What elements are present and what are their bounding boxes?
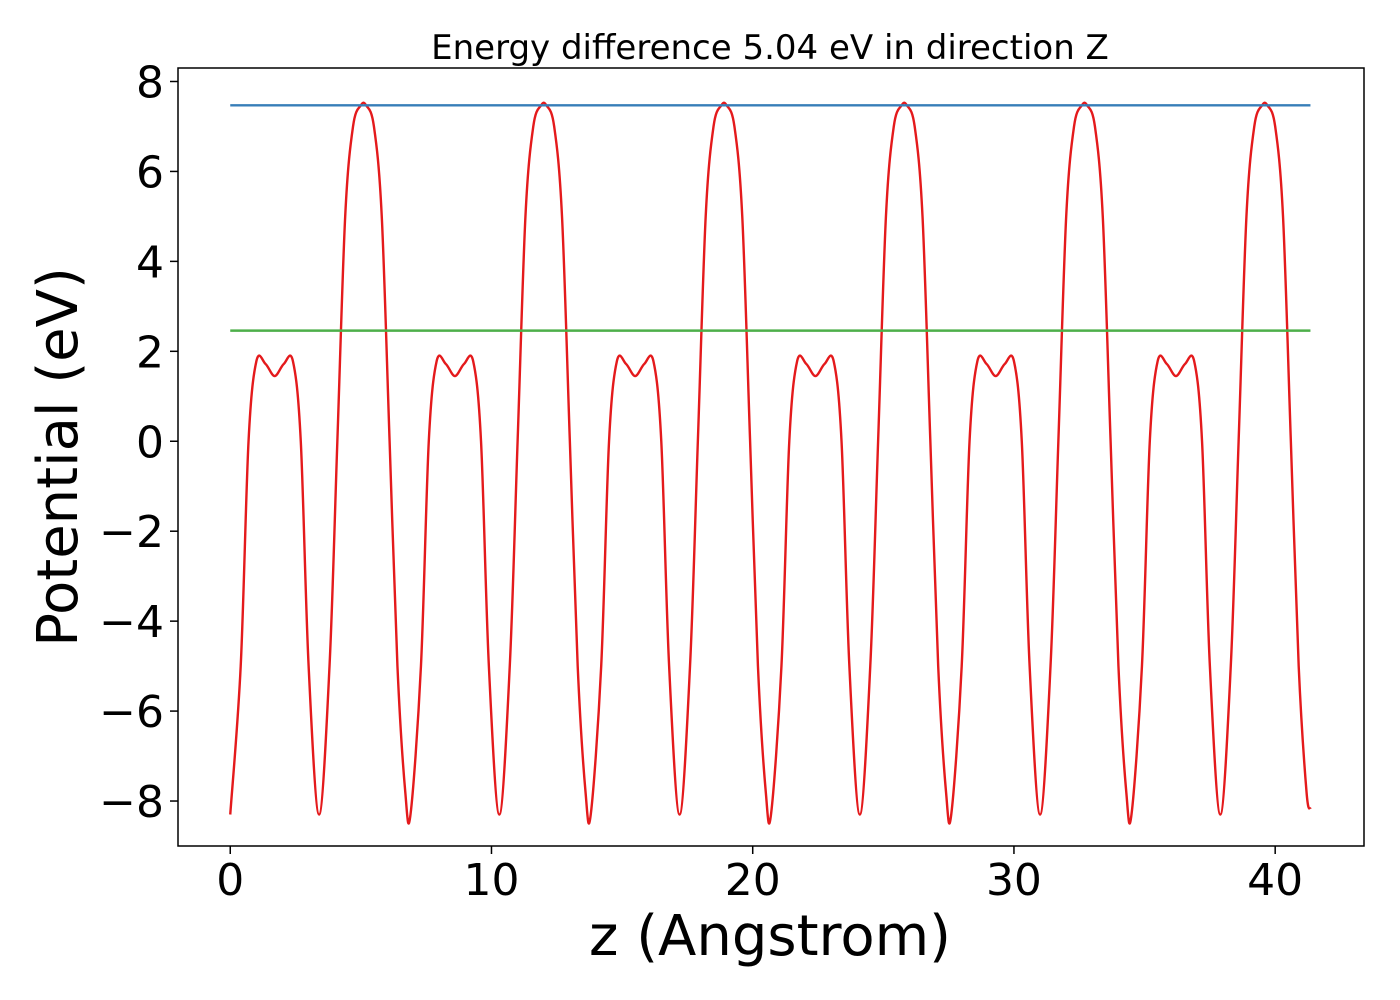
plot-area xyxy=(177,67,1365,847)
y-axis: −8 −6 −4 −2 0 2 4 6 8 xyxy=(99,57,178,828)
potential-line xyxy=(229,101,1312,825)
y-tick-label: 8 xyxy=(136,57,164,108)
x-axis-label: z (Angstrom) xyxy=(589,904,951,969)
y-tick-label: 6 xyxy=(136,147,164,198)
x-tick-label: 10 xyxy=(463,855,519,906)
series-layer xyxy=(229,101,1312,825)
y-tick-label: −4 xyxy=(99,597,164,648)
y-tick-label: 0 xyxy=(136,417,164,468)
x-tick-label: 20 xyxy=(725,855,781,906)
x-tick-label: 0 xyxy=(216,855,244,906)
y-axis-label: Potential (eV) xyxy=(26,267,91,647)
x-tick-label: 30 xyxy=(986,855,1042,906)
x-tick-label: 40 xyxy=(1247,855,1303,906)
x-axis: 0 10 20 30 40 xyxy=(216,846,1303,906)
y-tick-label: −8 xyxy=(99,777,164,828)
y-tick-label: −2 xyxy=(99,507,164,558)
plot-frame xyxy=(177,67,1365,847)
y-tick-label: 2 xyxy=(136,327,164,378)
y-tick-label: −6 xyxy=(99,687,164,738)
chart-title: Energy difference 5.04 eV in direction Z xyxy=(431,28,1109,68)
y-tick-label: 4 xyxy=(136,237,164,288)
